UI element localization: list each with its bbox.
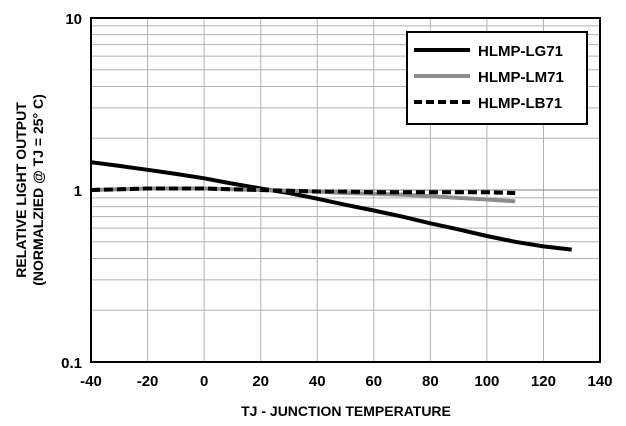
x-tick-label: 20 <box>252 373 269 390</box>
x-tick-label: 140 <box>587 373 612 390</box>
series-line-hlmp-lg71 <box>90 160 572 252</box>
x-tick-label: 40 <box>309 373 326 390</box>
x-tick-labels: -40 -20 0 20 40 60 80 100 120 140 <box>80 373 612 390</box>
y-axis-title-line-1: RELATIVE LIGHT OUTPUT <box>13 102 29 278</box>
legend-label-hlmp-lm71: HLMP-LM71 <box>478 69 564 86</box>
x-tick-label: -20 <box>137 373 159 390</box>
y-tick-labels: 0.1 1 10 <box>61 11 82 372</box>
x-tick-label: 120 <box>531 373 556 390</box>
legend: HLMP-LG71 HLMP-LM71 HLMP-LB71 <box>406 31 588 125</box>
y-tick-label: 1 <box>74 183 82 200</box>
x-tick-label: 0 <box>200 373 208 390</box>
series-line-hlmp-lb71 <box>90 186 516 195</box>
x-tick-label: 80 <box>422 373 439 390</box>
series-group <box>90 160 572 252</box>
x-tick-label: -40 <box>80 373 102 390</box>
x-tick-label: 60 <box>365 373 382 390</box>
legend-label-hlmp-lb71: HLMP-LB71 <box>478 95 562 112</box>
legend-label-hlmp-lg71: HLMP-LG71 <box>478 43 563 60</box>
y-axis-title-line-2: (NORMALZIED @ TJ = 25° C) <box>30 94 46 286</box>
x-axis-title: TJ - JUNCTION TEMPERATURE <box>241 403 451 419</box>
y-tick-label: 0.1 <box>61 355 82 372</box>
x-tick-label: 100 <box>474 373 499 390</box>
y-tick-label: 10 <box>65 11 82 28</box>
